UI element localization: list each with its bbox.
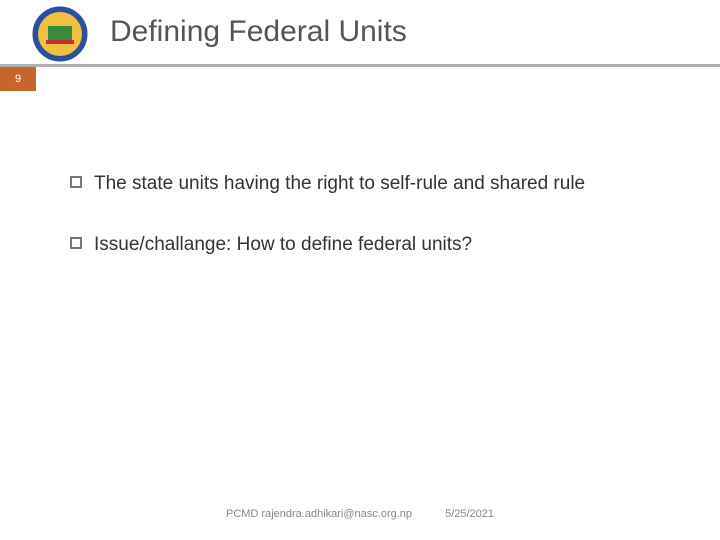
bullet-text: Issue/challange: How to define federal u… (94, 232, 650, 258)
bullet-marker-icon (70, 176, 82, 188)
page-number: 9 (0, 67, 36, 91)
organization-logo (30, 4, 90, 64)
slide-content: The state units having the right to self… (0, 91, 720, 257)
footer-date: 5/25/2021 (445, 508, 494, 520)
bullet-item: The state units having the right to self… (70, 171, 650, 197)
slide-header: Defining Federal Units (0, 0, 720, 64)
bullet-marker-icon (70, 237, 82, 249)
page-number-bar: 9 (0, 67, 720, 91)
slide-title: Defining Federal Units (110, 15, 407, 49)
footer-author: PCMD rajendra.adhikari@nasc.org.np (226, 508, 412, 520)
bullet-text: The state units having the right to self… (94, 171, 650, 197)
slide-footer: PCMD rajendra.adhikari@nasc.org.np 5/25/… (0, 508, 720, 520)
bullet-item: Issue/challange: How to define federal u… (70, 232, 650, 258)
